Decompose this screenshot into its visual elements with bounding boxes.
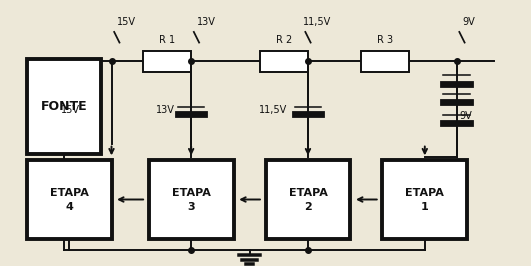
Bar [361, 51, 409, 72]
Bar [27, 160, 112, 239]
Text: R 3: R 3 [377, 35, 393, 45]
Text: 9V: 9V [462, 16, 475, 27]
Bar [260, 51, 308, 72]
Text: 15V: 15V [61, 105, 80, 115]
Bar [143, 51, 191, 72]
Bar [382, 160, 467, 239]
Text: 13V: 13V [196, 16, 216, 27]
Text: FONTE: FONTE [40, 100, 87, 113]
Bar [266, 160, 350, 239]
Text: 11,5V: 11,5V [303, 16, 331, 27]
Text: ETAPA
2: ETAPA 2 [288, 188, 328, 211]
Text: ETAPA
4: ETAPA 4 [49, 188, 89, 211]
Text: R 1: R 1 [159, 35, 175, 45]
Text: ETAPA
3: ETAPA 3 [172, 188, 211, 211]
Bar [27, 59, 101, 154]
Text: 15V: 15V [117, 16, 136, 27]
Text: 11,5V: 11,5V [259, 105, 287, 115]
Text: 13V: 13V [156, 105, 175, 115]
Text: R 2: R 2 [276, 35, 292, 45]
Text: ETAPA
1: ETAPA 1 [405, 188, 444, 211]
Bar [149, 160, 234, 239]
Text: 9V: 9V [459, 111, 472, 121]
